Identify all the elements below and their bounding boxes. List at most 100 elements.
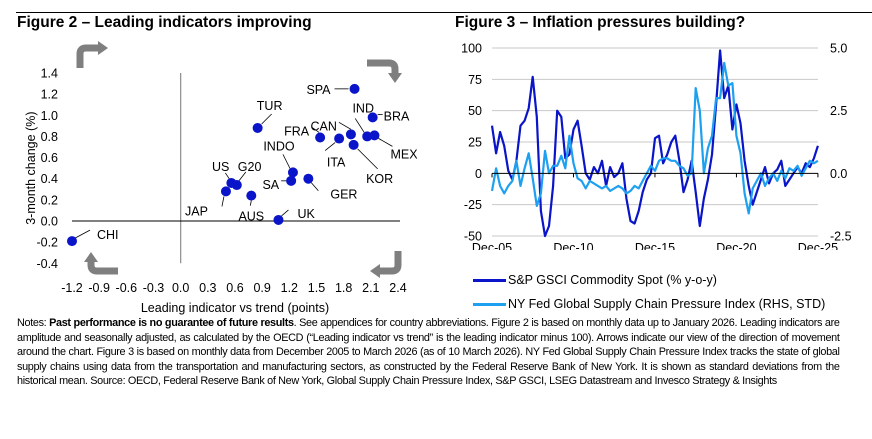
- point-label-mex: MEX: [390, 147, 418, 161]
- y-tick-label: -0.4: [36, 257, 58, 271]
- x-tick-label: -0.6: [116, 281, 138, 295]
- x-tick-label: Dec-05: [472, 241, 512, 250]
- point-aus: [246, 190, 257, 201]
- legend-item-gscpi: NY Fed Global Supply Chain Pressure Inde…: [473, 297, 825, 311]
- y-right-tick-label: 0.0: [830, 167, 847, 181]
- y-tick-label: 0.2: [41, 193, 58, 207]
- y-tick-label: 1.4: [41, 67, 58, 81]
- notes-prefix: Notes:: [17, 317, 50, 329]
- leader-line-ita: [324, 142, 336, 151]
- x-tick-label: Dec-10: [553, 241, 593, 250]
- point-label-can: CAN: [311, 119, 337, 133]
- point-bra: [367, 112, 378, 123]
- leader-line-chi: [74, 229, 91, 239]
- x-tick-label: 2.4: [389, 281, 406, 295]
- point-label-us: US: [212, 160, 229, 174]
- x-tick-label: Dec-25: [798, 241, 838, 250]
- x-tick-label: 0.3: [199, 281, 216, 295]
- point-ita: [334, 133, 345, 144]
- x-tick-label: 0.9: [253, 281, 270, 295]
- y-left-tick-label: 0: [475, 167, 482, 181]
- leader-line-ind: [354, 118, 365, 133]
- point-mex: [369, 130, 380, 141]
- y-right-tick-label: 5.0: [830, 42, 847, 56]
- y-left-tick-label: -50: [464, 230, 482, 244]
- x-tick-label: 2.1: [362, 281, 379, 295]
- point-sa: [286, 175, 297, 186]
- y-tick-label: 1.2: [41, 88, 58, 102]
- arrow-left-up-head-icon: [84, 252, 98, 262]
- arrow-right-down-head-icon: [388, 73, 402, 83]
- point-label-ita: ITA: [327, 156, 346, 170]
- legend-swatch-gscpi: [473, 302, 506, 306]
- y-left-tick-label: 50: [468, 104, 482, 118]
- y-left-tick-label: 25: [468, 136, 482, 150]
- point-chi: [67, 236, 77, 247]
- arrow-left-up-icon: [87, 261, 118, 275]
- point-label-fra: FRA: [284, 124, 310, 138]
- series-line-gscpi: [490, 61, 819, 215]
- point-label-kor: KOR: [366, 172, 393, 186]
- legend-swatch-gsci: [473, 278, 506, 282]
- x-tick-label: -1.2: [61, 281, 83, 295]
- point-kor: [348, 139, 359, 150]
- point-label-tur: TUR: [257, 99, 283, 113]
- notes-body: . See appendices for country abbreviatio…: [17, 317, 840, 388]
- x-axis-title: Leading indicator vs trend (points): [141, 301, 329, 315]
- point-label-chi: CHI: [97, 228, 119, 242]
- leader-line-g20: [238, 171, 247, 182]
- point-tur: [252, 122, 263, 133]
- legend-item-gsci: S&P GSCI Commodity Spot (% y-o-y): [473, 273, 717, 287]
- point-ger: [303, 173, 314, 184]
- leader-line-can: [338, 121, 352, 130]
- figure-3-title: Figure 3 – Inflation pressures building?: [455, 14, 746, 31]
- point-uk: [273, 214, 284, 225]
- point-indo: [287, 167, 298, 178]
- inflation-pressures-line-chart: -50 -25 0 25 50 75 100 -2.5 0.0 2.5 5.0 Dec-05 Dec-1…: [461, 42, 852, 251]
- leader-line-mex: [378, 138, 393, 147]
- point-label-spa: SPA: [306, 83, 331, 97]
- point-label-bra: BRA: [384, 109, 410, 123]
- arrow-right-down-icon: [367, 59, 399, 74]
- notes-paragraph: Notes: Past performance is no guarantee …: [17, 316, 840, 389]
- arrow-up-right-head-icon: [98, 41, 108, 55]
- arrow-up-right-icon: [76, 44, 99, 68]
- x-tick-label: Dec-15: [635, 241, 675, 250]
- leader-line-fra: [311, 127, 320, 133]
- x-tick-label: Dec-20: [716, 241, 756, 250]
- arrow-down-left-icon: [379, 251, 402, 275]
- notes-disclaimer: Past performance is no guarantee of futu…: [49, 317, 294, 329]
- leader-line-uk: [281, 209, 289, 217]
- y-tick-label: 0.8: [41, 130, 58, 144]
- leader-line-jap: [221, 196, 225, 207]
- legend-label-gsci: S&P GSCI Commodity Spot (% y-o-y): [508, 273, 717, 287]
- leader-line-aus: [249, 200, 252, 206]
- point-label-ind: IND: [352, 101, 374, 115]
- leader-line-tur: [261, 113, 272, 125]
- y-left-tick-label: 75: [468, 73, 482, 87]
- leader-line-indo: [282, 154, 291, 169]
- leader-line-kor: [357, 148, 378, 170]
- y-tick-label: 0.6: [41, 151, 58, 165]
- top-rule: [16, 12, 872, 13]
- y-axis-title: 3-month change (%): [24, 112, 38, 225]
- series-line-gsci: [490, 49, 819, 238]
- point-label-jap: JAP: [185, 204, 208, 218]
- point-can: [345, 129, 356, 140]
- y-right-tick-label: 2.5: [830, 104, 847, 118]
- y-tick-label: 0.4: [41, 172, 58, 186]
- point-label-ger: GER: [330, 188, 357, 202]
- y-right-tick-label: -2.5: [830, 230, 852, 244]
- x-tick-label: 1.2: [281, 281, 298, 295]
- point-label-uk: UK: [297, 207, 315, 221]
- x-tick-label: -0.3: [143, 281, 165, 295]
- point-g20: [231, 180, 242, 191]
- x-tick-label: 1.8: [335, 281, 352, 295]
- leader-line-ger: [311, 182, 319, 191]
- x-tick-label: -0.9: [88, 281, 110, 295]
- y-left-tick-label: 100: [461, 42, 482, 56]
- point-jap: [220, 186, 231, 197]
- y-left-tick-label: -25: [464, 198, 482, 212]
- point-label-sa: SA: [262, 178, 279, 192]
- x-tick-label: 0.6: [226, 281, 243, 295]
